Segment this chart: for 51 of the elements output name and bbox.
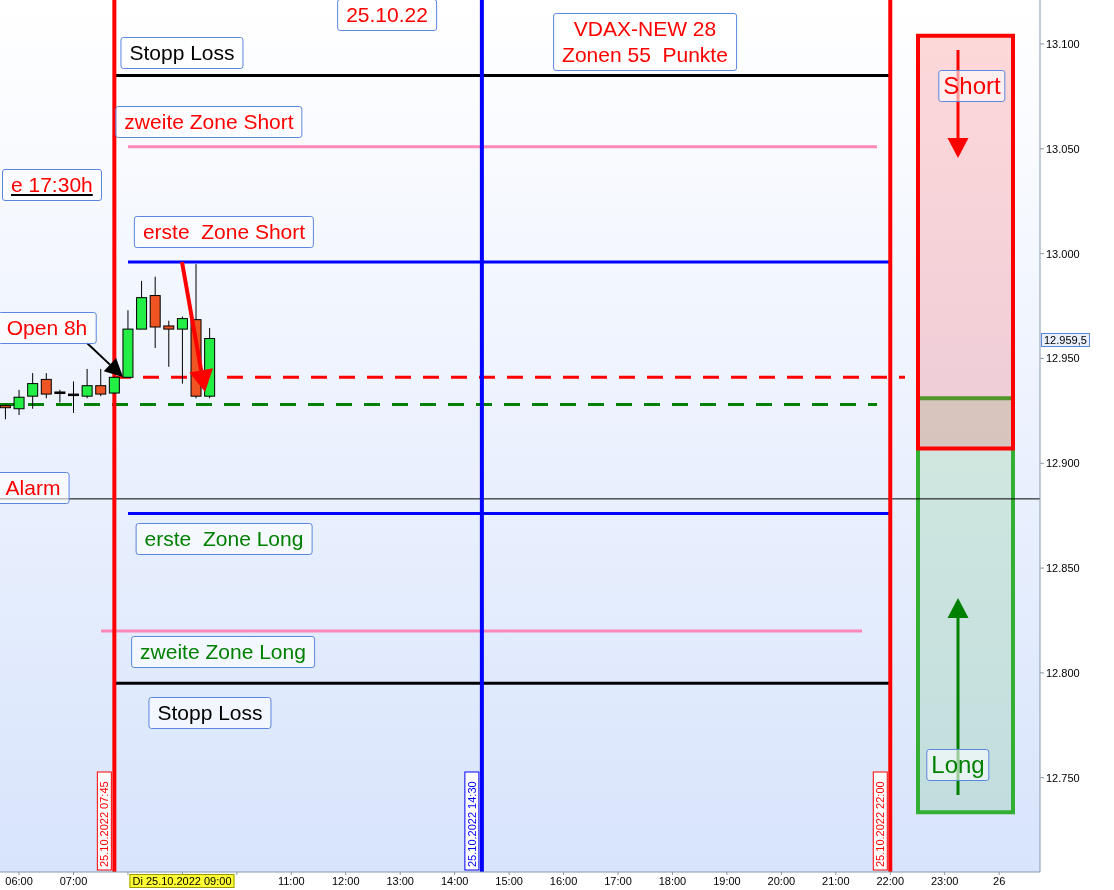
y-tick-label: 13.100 <box>1046 37 1080 50</box>
candlestick <box>54 389 66 403</box>
band-label: Long <box>926 749 990 781</box>
candlestick <box>27 372 39 410</box>
ref-line-label: 25.10.2022 14:30 <box>465 781 478 867</box>
x-tick-label: 13:00 <box>386 874 414 887</box>
candlestick <box>95 368 107 397</box>
annotation: e 17:30h <box>2 169 102 201</box>
candlestick <box>68 381 80 414</box>
ref-line-label: erste Zone Long <box>135 522 313 555</box>
ref-line-label: Alarm <box>0 471 70 504</box>
ref-line-label: zweite Zone Long <box>131 635 315 668</box>
x-tick-label: 07:00 <box>59 874 88 887</box>
ref-line-label: erste Zone Short <box>133 216 315 249</box>
y-tick-label: 13.050 <box>1046 142 1080 155</box>
annotation: VDAX-NEW 28 Zonen 55 Punkte <box>553 13 737 71</box>
y-tick-label: 12.950 <box>1046 352 1080 365</box>
x-tick-label: 11:00 <box>277 874 305 887</box>
x-tick-label: 12:00 <box>331 874 360 887</box>
candlestick <box>40 372 52 399</box>
x-tick-label: 22:00 <box>876 874 905 887</box>
y-tick-label: 13.000 <box>1046 247 1080 260</box>
y-tick-label: 12.800 <box>1046 666 1080 679</box>
ref-line-label: Open 8h <box>0 312 97 345</box>
x-tick-label: 20:00 <box>767 874 796 887</box>
x-tick-label: 06:00 <box>5 874 33 887</box>
x-tick-label: 16:00 <box>549 874 578 887</box>
annotation: 25.10.22 <box>337 0 437 31</box>
y-tick-label: 12.850 <box>1046 561 1080 574</box>
candlestick <box>163 320 175 368</box>
band-label: Short <box>938 70 1006 102</box>
x-tick-label: 15:00 <box>495 874 523 887</box>
x-tick-label: 18:00 <box>658 874 687 887</box>
ref-line-label: Stopp Loss <box>120 37 244 70</box>
y-tick-label: 12.750 <box>1046 771 1080 784</box>
ref-line-label: 25.10.2022 22:00 <box>874 781 887 867</box>
candlestick <box>176 316 188 385</box>
x-tick-label: 21:00 <box>822 874 850 887</box>
x-tick-label: 17:00 <box>604 874 632 887</box>
text: 12.959,5 <box>1041 333 1090 347</box>
ref-line-label: 25.10.2022 07:45 <box>98 781 111 867</box>
x-tick-label: 26 <box>993 874 1006 887</box>
candlestick <box>13 389 25 416</box>
candlestick <box>81 368 93 399</box>
x-tick-label: 23:00 <box>930 874 959 887</box>
x-tick-label: 14:00 <box>440 874 469 887</box>
ref-line-label: Stopp Loss <box>148 697 272 730</box>
text: Di 25.10.2022 09:00 <box>129 874 235 888</box>
y-tick-label: 12.900 <box>1046 457 1080 470</box>
ref-line-label: zweite Zone Short <box>115 105 303 138</box>
x-tick-label: 19:00 <box>713 874 741 887</box>
